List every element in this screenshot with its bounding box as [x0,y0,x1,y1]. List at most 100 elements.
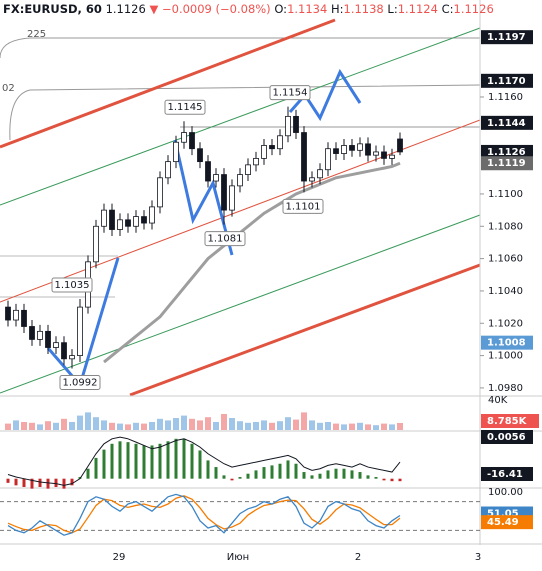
macd-histogram [318,473,322,479]
macd-histogram [390,478,394,482]
candle-body [93,225,99,263]
x-tick-label: 2 [355,552,361,563]
price-badge-label: 1.1008 [487,338,526,349]
moving-average [103,161,401,364]
candle-body [109,209,115,230]
volume-bar [285,417,291,430]
price-badge-label: 1.1119 [487,158,526,169]
annotation-box [164,99,206,115]
candle-body [381,151,387,159]
macd-histogram [158,443,162,479]
macd-line [7,436,401,486]
macd-histogram [118,441,122,479]
macd-histogram [222,475,226,479]
volume-bar [381,423,387,430]
macd-histogram [14,478,18,486]
volume-bar [181,415,187,430]
volume-bar [365,424,371,430]
volume-bar [205,417,211,430]
macd-histogram [382,478,386,481]
stoch-k [7,493,401,536]
y-tick-label: 1.1080 [488,221,523,232]
volume-bar [109,422,115,430]
macd-histogram [262,467,266,479]
macd-histogram [334,468,338,479]
macd-histogram [62,478,66,489]
x-tick-label: Июн [227,552,249,563]
change-arrow: ▼ [149,2,159,16]
candle-body [349,145,355,151]
volume-bar [237,421,243,430]
channel-mid [0,119,481,303]
price-badge [481,73,533,88]
candle-body [213,174,219,182]
macd-histogram [238,477,242,479]
candle-body [37,330,43,340]
macd-histogram [134,443,138,479]
y-tick-label: 1.1000 [488,351,523,362]
macd-histogram [150,445,154,479]
volume-bar [133,422,139,430]
macd-histogram [326,470,330,479]
volume-bar [93,417,99,430]
macd-histogram [374,477,378,479]
c-label: C: [441,2,454,16]
macd-histogram [278,463,282,479]
volume-bar [157,418,163,430]
macd-histogram [294,463,298,479]
candle-body [341,145,347,154]
price-badge-label: 1.1126 [487,147,526,158]
macd-histogram [22,478,26,487]
candle-body [53,342,59,348]
volume-bar [189,418,195,430]
candle-body [61,342,67,360]
macd-histogram [350,470,354,479]
price-badge [481,115,533,130]
annotation: 1.0992 [63,378,98,389]
candle-body [125,219,131,227]
candle-body [165,161,171,179]
volume-tick-label: 40K [488,395,508,406]
zigzag [288,68,362,122]
volume-bar [117,423,123,430]
volume-bar [21,422,27,430]
volume-bar [261,420,267,430]
macd-histogram [310,475,314,479]
macd-histogram [38,478,42,487]
change: −0.0009 (−0.08%) [162,2,271,16]
volume-bar [61,418,67,430]
macd-histogram [214,467,218,479]
macd-histogram [302,472,306,479]
macd-histogram [174,438,178,479]
candle-body [373,151,379,156]
h-label: H: [330,2,344,16]
green-line [0,214,481,394]
candle-body [205,161,211,182]
macd-histogram [70,478,74,486]
y-tick-label: 1.0980 [488,383,523,394]
macd-badge-label: -16.41 [487,469,523,480]
volume-bar [269,422,275,430]
x-tick-label: 29 [113,552,126,563]
annotation-box [51,277,93,293]
y-tick-label: 1.1160 [488,92,523,103]
candle-body [101,209,107,227]
volume-bar [165,420,171,430]
candle-body [173,141,179,163]
y-tick-label: 1.1100 [488,189,523,200]
l-label: L: [387,2,398,16]
volume-bar [221,414,227,430]
macd-histogram [366,475,370,479]
price-badge-label: 1.1170 [487,76,526,87]
volume-bar [325,422,331,430]
candle-body [333,148,339,154]
volume-bar [389,424,395,430]
drawn-line [9,84,481,141]
candle-body [77,306,83,356]
stoch-badge [481,515,533,530]
volume-bar [213,422,219,430]
drawn-line [0,37,480,59]
macd-histogram [110,443,114,479]
candle-body [197,148,203,163]
